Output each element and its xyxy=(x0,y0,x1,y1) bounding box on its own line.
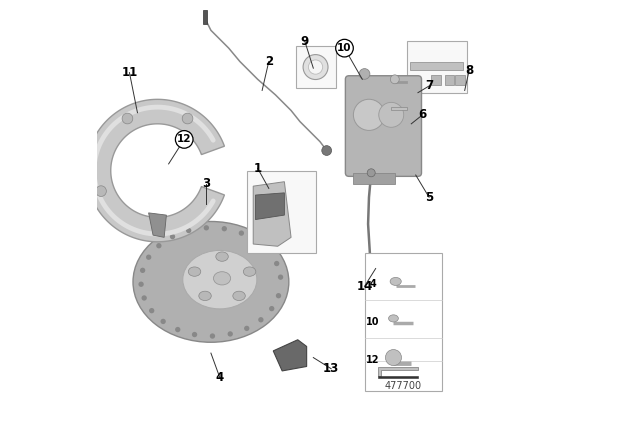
Circle shape xyxy=(204,225,209,230)
Text: 2: 2 xyxy=(265,55,273,68)
Circle shape xyxy=(210,333,215,339)
Circle shape xyxy=(269,306,275,311)
Circle shape xyxy=(175,327,180,332)
Polygon shape xyxy=(148,213,166,237)
Text: 1: 1 xyxy=(253,162,262,175)
Circle shape xyxy=(182,113,193,124)
Ellipse shape xyxy=(390,277,401,285)
Ellipse shape xyxy=(183,250,257,309)
Ellipse shape xyxy=(243,267,256,276)
Circle shape xyxy=(369,280,378,288)
Circle shape xyxy=(367,169,375,177)
Text: 13: 13 xyxy=(323,362,339,375)
Bar xyxy=(246,171,316,253)
Circle shape xyxy=(122,113,132,124)
Text: 12: 12 xyxy=(177,134,191,144)
Circle shape xyxy=(95,186,106,197)
Text: 10: 10 xyxy=(366,317,380,327)
Text: 14: 14 xyxy=(356,280,372,293)
Text: 4: 4 xyxy=(216,371,224,384)
Ellipse shape xyxy=(233,291,245,301)
Circle shape xyxy=(379,102,404,127)
Ellipse shape xyxy=(214,271,230,285)
Text: 7: 7 xyxy=(425,79,433,92)
Polygon shape xyxy=(86,99,225,242)
Circle shape xyxy=(141,295,147,301)
Text: 11: 11 xyxy=(122,66,138,79)
Circle shape xyxy=(390,75,399,84)
Text: 8: 8 xyxy=(465,64,473,77)
Circle shape xyxy=(140,267,145,273)
Text: 3: 3 xyxy=(202,177,211,190)
Circle shape xyxy=(186,228,191,233)
Text: 5: 5 xyxy=(425,191,433,204)
Text: 477700: 477700 xyxy=(385,381,422,391)
Circle shape xyxy=(278,275,284,280)
Circle shape xyxy=(308,60,323,74)
Bar xyxy=(431,75,441,85)
Text: 9: 9 xyxy=(301,35,309,48)
Text: 12: 12 xyxy=(366,355,380,365)
Circle shape xyxy=(266,249,271,254)
Bar xyxy=(353,173,395,184)
Polygon shape xyxy=(378,367,418,376)
Polygon shape xyxy=(273,340,307,371)
Ellipse shape xyxy=(388,315,398,322)
Circle shape xyxy=(276,293,281,298)
Bar xyxy=(407,42,467,93)
Circle shape xyxy=(161,319,166,324)
Bar xyxy=(445,75,454,85)
Polygon shape xyxy=(378,376,418,379)
Bar xyxy=(455,75,465,85)
Polygon shape xyxy=(255,193,284,220)
Circle shape xyxy=(228,331,233,336)
Circle shape xyxy=(170,234,175,239)
Ellipse shape xyxy=(216,252,228,261)
Bar xyxy=(296,46,335,88)
Text: 10: 10 xyxy=(337,43,352,53)
Text: 6: 6 xyxy=(419,108,426,121)
Circle shape xyxy=(303,55,328,80)
Bar xyxy=(391,107,407,111)
FancyBboxPatch shape xyxy=(346,76,422,177)
Circle shape xyxy=(258,317,264,323)
Ellipse shape xyxy=(199,291,211,301)
Polygon shape xyxy=(253,182,291,246)
Circle shape xyxy=(156,243,161,248)
Bar xyxy=(204,10,207,24)
Ellipse shape xyxy=(133,221,289,342)
Circle shape xyxy=(385,349,401,366)
Text: 4: 4 xyxy=(369,279,376,289)
Ellipse shape xyxy=(188,267,201,276)
Circle shape xyxy=(353,99,385,130)
Circle shape xyxy=(192,332,197,337)
Circle shape xyxy=(146,254,151,260)
Circle shape xyxy=(239,230,244,236)
Circle shape xyxy=(149,308,154,313)
Circle shape xyxy=(221,226,227,231)
Circle shape xyxy=(138,282,144,287)
Bar xyxy=(410,62,463,69)
Circle shape xyxy=(254,238,259,243)
Circle shape xyxy=(359,69,370,79)
Bar xyxy=(365,253,442,391)
Circle shape xyxy=(322,146,332,155)
Circle shape xyxy=(244,326,250,331)
Circle shape xyxy=(274,261,280,266)
